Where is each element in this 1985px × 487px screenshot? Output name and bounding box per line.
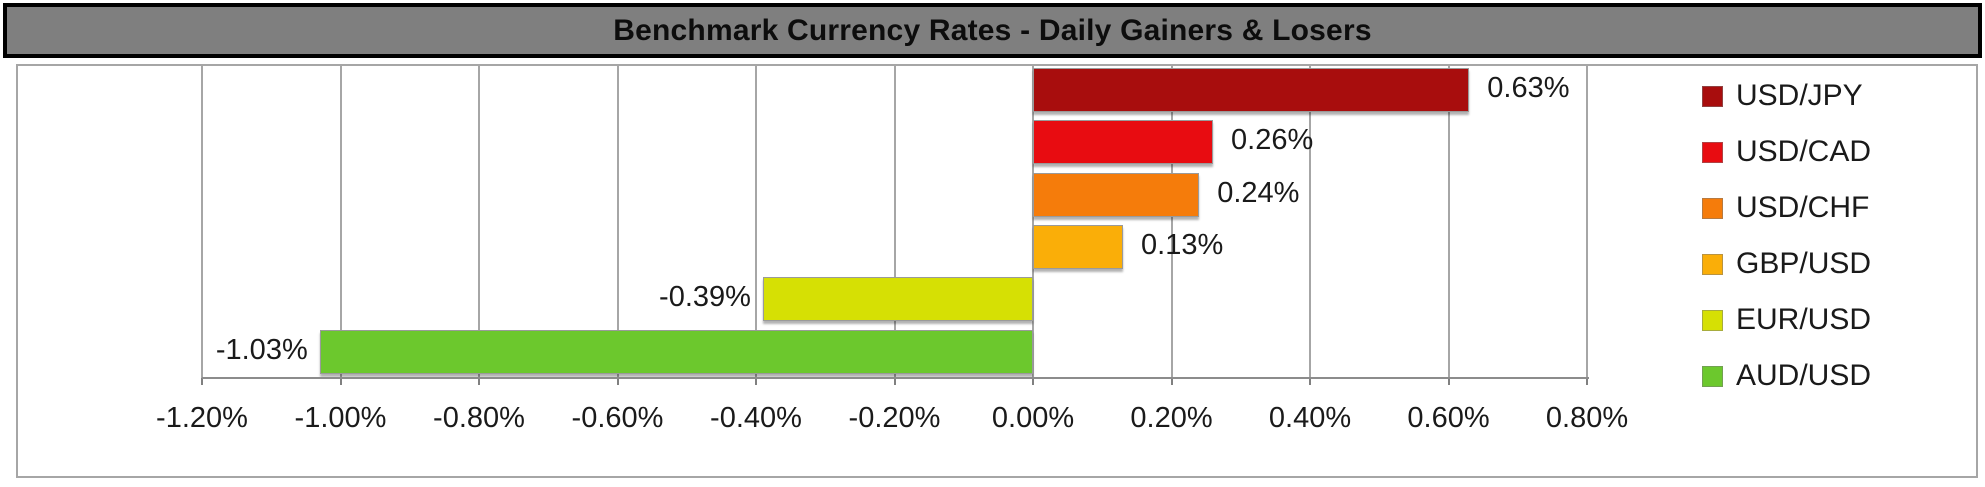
x-tick-label: 0.80% — [1545, 402, 1629, 434]
bar-row-usd-jpy: 0.63% — [202, 64, 1587, 116]
legend-item-eur-usd: EUR/USD — [1702, 303, 1952, 336]
bar-row-eur-usd: -0.39% — [202, 273, 1587, 325]
chart-title: Benchmark Currency Rates - Daily Gainers… — [613, 13, 1372, 47]
legend-swatch-icon — [1702, 365, 1723, 387]
x-axis-labels: -1.20% -1.00% -0.80% -0.60% -0.40% -0.20% 0.00… — [0, 402, 1985, 442]
bar-value-label: 0.13% — [1141, 229, 1224, 262]
x-tick-label: -0.60% — [571, 402, 664, 434]
axis-tick — [201, 378, 203, 385]
axis-tick — [616, 378, 619, 385]
axis-tick — [1309, 378, 1311, 385]
plot-area: 0.63% 0.26% 0.24% 0.13% -0.39% -1.03% — [201, 64, 1588, 385]
axis-tick — [1586, 378, 1588, 385]
bar-value-label: -1.03% — [215, 333, 308, 366]
gridline — [893, 64, 896, 378]
legend-label: AUD/USD — [1736, 359, 1872, 392]
x-tick-label: 0.60% — [1407, 402, 1490, 434]
legend-swatch-icon — [1702, 309, 1723, 331]
axis-tick — [339, 378, 342, 385]
axis-tick — [1447, 378, 1450, 385]
x-tick-label: -1.00% — [294, 402, 387, 434]
legend-item-usd-chf: USD/CHF — [1702, 191, 1952, 224]
legend-label: USD/CHF — [1736, 191, 1870, 224]
legend-label: USD/JPY — [1736, 79, 1863, 112]
gridline — [1170, 64, 1173, 378]
bar-usd-chf — [1033, 172, 1200, 217]
legend-label: EUR/USD — [1736, 303, 1872, 336]
legend-label: GBP/USD — [1736, 247, 1872, 280]
gridline — [755, 64, 757, 378]
bar-row-aud-usd: -1.03% — [202, 326, 1587, 378]
x-tick-label: -1.20% — [156, 402, 248, 434]
legend-label: USD/CAD — [1736, 135, 1872, 168]
bar-eur-usd — [762, 277, 1033, 322]
legend-item-aud-usd: AUD/USD — [1702, 359, 1952, 392]
legend-item-usd-cad: USD/CAD — [1702, 135, 1952, 168]
gridline — [1309, 64, 1311, 378]
bar-row-usd-cad: 0.26% — [202, 116, 1587, 168]
gridline — [1032, 64, 1034, 378]
legend-swatch-icon — [1702, 253, 1723, 275]
bar-gbp-usd — [1033, 225, 1124, 269]
chart-title-bar: Benchmark Currency Rates - Daily Gainers… — [3, 3, 1982, 58]
bar-row-gbp-usd: 0.13% — [202, 221, 1587, 273]
axis-tick — [893, 378, 896, 385]
chart-frame — [16, 64, 1978, 478]
legend-item-usd-jpy: USD/JPY — [1702, 79, 1952, 112]
bar-usd-jpy — [1033, 68, 1470, 112]
x-tick-label: -0.80% — [433, 402, 525, 434]
legend-item-gbp-usd: GBP/USD — [1702, 247, 1952, 280]
bar-value-label: 0.63% — [1487, 72, 1570, 105]
x-tick-label: -0.20% — [848, 402, 941, 434]
bar-value-label: -0.39% — [659, 281, 751, 314]
bar-value-label: 0.26% — [1231, 124, 1314, 157]
gridline — [201, 64, 203, 378]
x-tick-label: -0.40% — [710, 402, 802, 434]
x-tick-label: 0.00% — [991, 402, 1075, 434]
gridline — [616, 64, 619, 378]
bar-value-label: 0.24% — [1217, 176, 1300, 209]
bar-aud-usd — [319, 329, 1033, 374]
x-axis-line — [202, 377, 1589, 379]
legend-swatch-icon — [1702, 197, 1723, 219]
axis-tick — [755, 378, 757, 385]
axis-tick — [478, 378, 480, 385]
axis-tick — [1032, 378, 1034, 385]
bar-usd-cad — [1033, 120, 1214, 165]
x-tick-label: 0.40% — [1268, 402, 1352, 434]
legend: USD/JPY USD/CAD USD/CHF GBP/USD EUR/USD AUD/U… — [1702, 79, 1952, 392]
x-tick-label: 0.20% — [1130, 402, 1213, 434]
gridline — [1586, 64, 1588, 378]
legend-swatch-icon — [1702, 85, 1723, 107]
gridline — [339, 64, 342, 378]
legend-swatch-icon — [1702, 141, 1723, 163]
axis-tick — [1170, 378, 1173, 385]
gridline — [478, 64, 480, 378]
gridline — [1447, 64, 1450, 378]
bar-row-usd-chf: 0.24% — [202, 169, 1587, 221]
